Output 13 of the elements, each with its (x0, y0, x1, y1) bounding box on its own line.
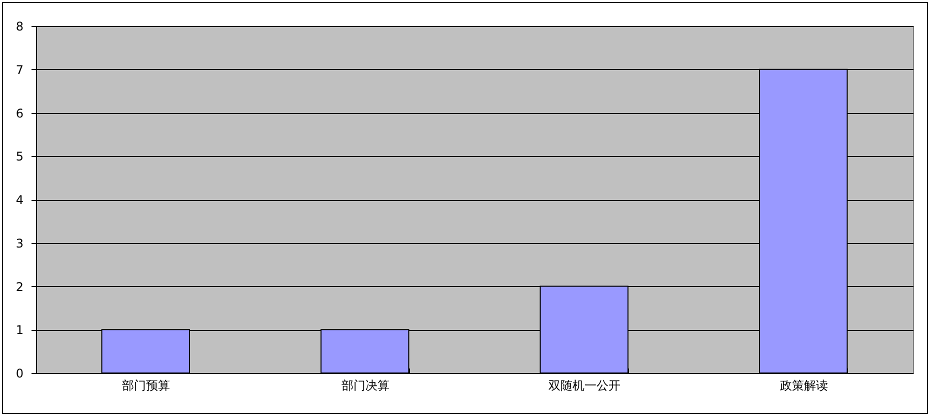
y-tick-label: 4 (16, 193, 24, 207)
x-tick-label: 政策解读 (780, 378, 828, 392)
x-tick-label: 双随机一公开 (548, 378, 621, 392)
y-tick-label: 7 (16, 62, 24, 77)
y-tick-label: 3 (16, 236, 24, 250)
y-tick-label: 5 (16, 150, 24, 164)
y-tick-label: 6 (16, 106, 24, 120)
x-tick-label: 部门预算 (122, 378, 170, 392)
x-tick-label: 部门决算 (341, 378, 390, 392)
y-tick-label: 8 (16, 20, 24, 34)
y-tick-label: 2 (16, 280, 24, 294)
y-tick-label: 1 (16, 323, 24, 338)
y-tick-label: 0 (16, 366, 24, 380)
